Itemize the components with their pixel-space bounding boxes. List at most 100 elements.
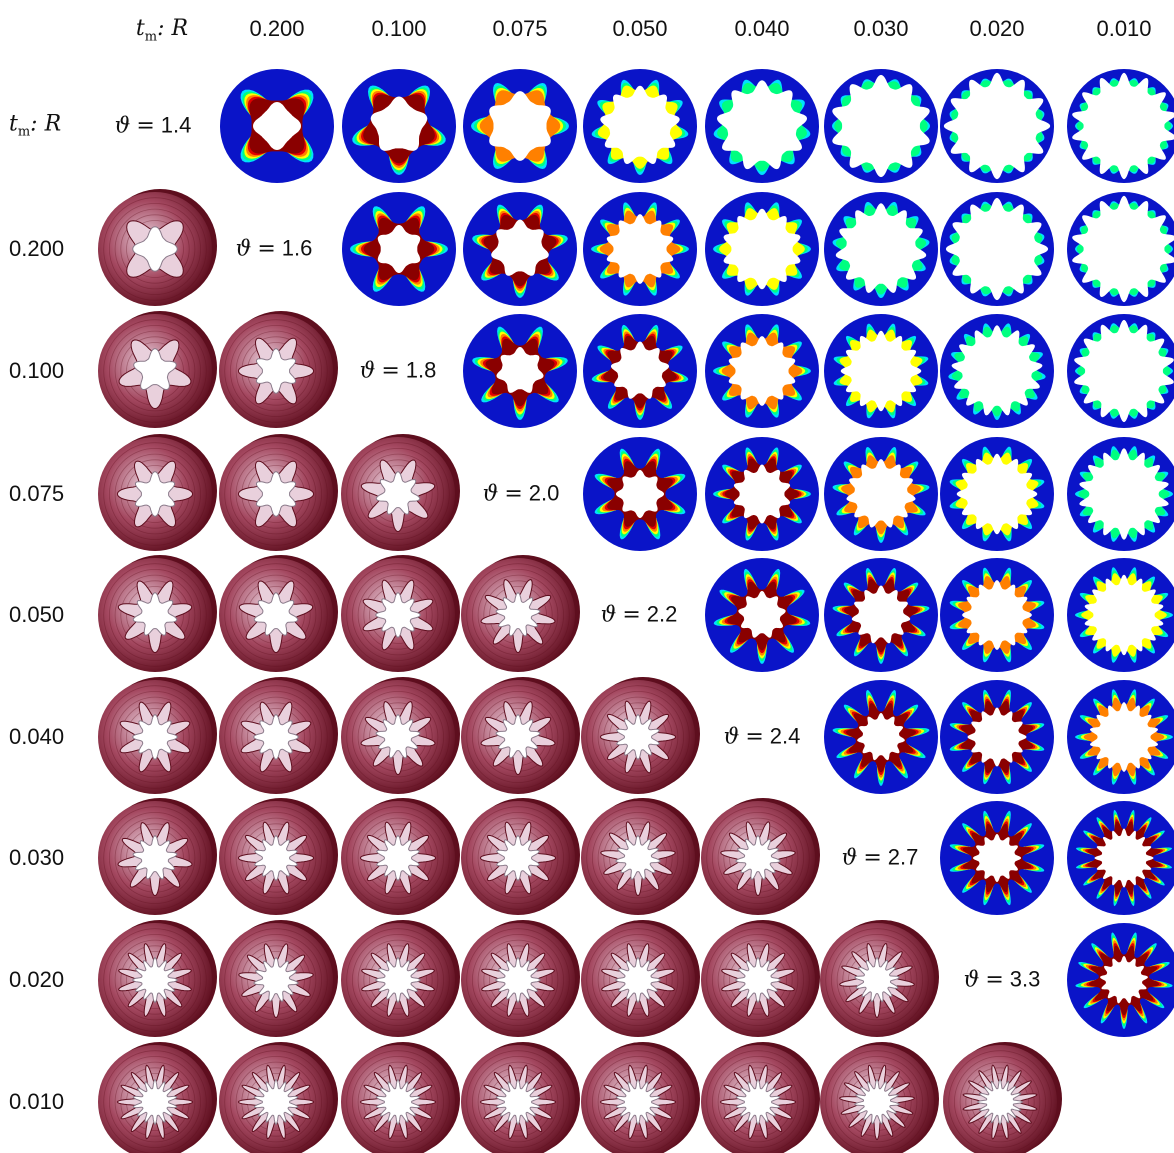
theta-value: 1.8	[405, 357, 437, 383]
theta-equals: =	[381, 358, 400, 384]
mesh-disc	[581, 677, 700, 794]
contour-disc	[705, 314, 819, 428]
mesh-disc	[98, 920, 217, 1037]
theta-value: 2.7	[887, 844, 919, 870]
mesh-disc	[219, 798, 338, 915]
mesh-disc	[701, 798, 820, 915]
theta-equals: =	[985, 967, 1004, 993]
contour-disc	[1067, 923, 1174, 1037]
mesh-disc	[820, 920, 939, 1037]
column-label: 0.200	[249, 16, 305, 41]
axis-label-subscript: m	[17, 124, 31, 140]
mesh-disc	[581, 920, 700, 1037]
row-label: 0.050	[9, 602, 65, 627]
mesh-disc	[341, 920, 460, 1037]
contour-disc	[705, 558, 819, 672]
contour-disc	[1067, 314, 1174, 428]
mesh-disc	[701, 920, 820, 1037]
theta-label: ϑ = 1.6	[235, 235, 313, 262]
theta-equals: =	[504, 481, 523, 507]
contour-disc	[824, 437, 938, 551]
theta-equals: =	[257, 236, 276, 262]
column-axis-label: tm: R	[135, 16, 189, 45]
contour-disc	[1067, 801, 1174, 915]
mesh-disc	[581, 798, 700, 915]
mesh-disc	[98, 555, 217, 672]
row-label: 0.010	[9, 1089, 65, 1114]
contour-disc	[940, 437, 1054, 551]
mesh-disc	[341, 434, 460, 551]
mesh-disc	[219, 1042, 338, 1153]
contour-disc	[583, 437, 697, 551]
contour-disc	[940, 801, 1054, 915]
contour-disc	[940, 558, 1054, 672]
mesh-disc	[461, 920, 580, 1037]
theta-symbol: ϑ	[359, 358, 376, 384]
contour-disc	[1067, 437, 1174, 551]
contour-disc	[463, 314, 577, 428]
contour-disc	[940, 314, 1054, 428]
theta-label: ϑ = 3.3	[964, 966, 1041, 993]
contour-disc	[824, 314, 938, 428]
mesh-disc	[820, 1042, 939, 1153]
contour-disc	[1067, 680, 1174, 794]
theta-symbol: ϑ	[235, 236, 252, 262]
theta-label: ϑ = 1.4	[114, 112, 192, 139]
axis-label-subscript: m	[144, 29, 158, 45]
theta-value: 3.3	[1009, 966, 1041, 992]
axis-label-symbol: t	[9, 111, 18, 137]
theta-label: ϑ = 2.0	[482, 480, 560, 507]
mesh-disc	[98, 434, 217, 551]
contour-disc	[1067, 192, 1174, 306]
mesh-disc	[98, 311, 217, 428]
theta-label: ϑ = 2.2	[601, 601, 678, 628]
theta-value: 1.4	[160, 112, 192, 138]
mesh-disc	[219, 311, 338, 428]
row-label: 0.040	[9, 724, 65, 749]
contour-disc	[824, 69, 938, 183]
contour-disc	[940, 680, 1054, 794]
column-label: 0.075	[492, 16, 548, 41]
contour-disc	[583, 314, 697, 428]
contour-disc	[342, 192, 456, 306]
mesh-disc	[98, 677, 217, 794]
row-label: 0.100	[9, 358, 65, 383]
theta-label: ϑ = 2.7	[841, 844, 919, 871]
axis-label-ratio: : R	[157, 16, 189, 41]
contour-disc	[342, 69, 456, 183]
mesh-disc	[219, 555, 338, 672]
theta-value: 1.6	[281, 235, 313, 261]
theta-symbol: ϑ	[482, 481, 499, 507]
column-label: 0.020	[969, 16, 1025, 41]
contour-disc	[1067, 69, 1174, 183]
contour-disc	[824, 192, 938, 306]
mesh-disc	[98, 1042, 217, 1153]
contour-disc	[463, 192, 577, 306]
contour-disc	[583, 69, 697, 183]
contour-disc	[705, 437, 819, 551]
theta-symbol: ϑ	[841, 845, 858, 871]
theta-symbol: ϑ	[114, 113, 131, 139]
contour-disc	[824, 558, 938, 672]
contour-disc	[824, 680, 938, 794]
theta-equals: =	[745, 724, 764, 750]
theta-value: 2.4	[769, 723, 801, 749]
theta-symbol: ϑ	[723, 724, 740, 750]
theta-equals: =	[622, 602, 641, 628]
column-label: 0.010	[1096, 16, 1152, 41]
mesh-disc	[341, 798, 460, 915]
theta-equals: =	[136, 113, 155, 139]
theta-value: 2.0	[528, 480, 560, 506]
axis-label-symbol: t	[135, 16, 145, 41]
mesh-disc	[341, 677, 460, 794]
column-label: 0.100	[371, 16, 427, 41]
theta-label: ϑ = 2.4	[723, 723, 801, 750]
mesh-disc	[461, 555, 580, 672]
column-label: 0.050	[612, 16, 668, 41]
theta-value: 2.2	[646, 601, 678, 627]
contour-disc	[220, 69, 334, 183]
contour-disc	[940, 192, 1054, 306]
mesh-disc	[341, 555, 460, 672]
contour-disc	[705, 192, 819, 306]
